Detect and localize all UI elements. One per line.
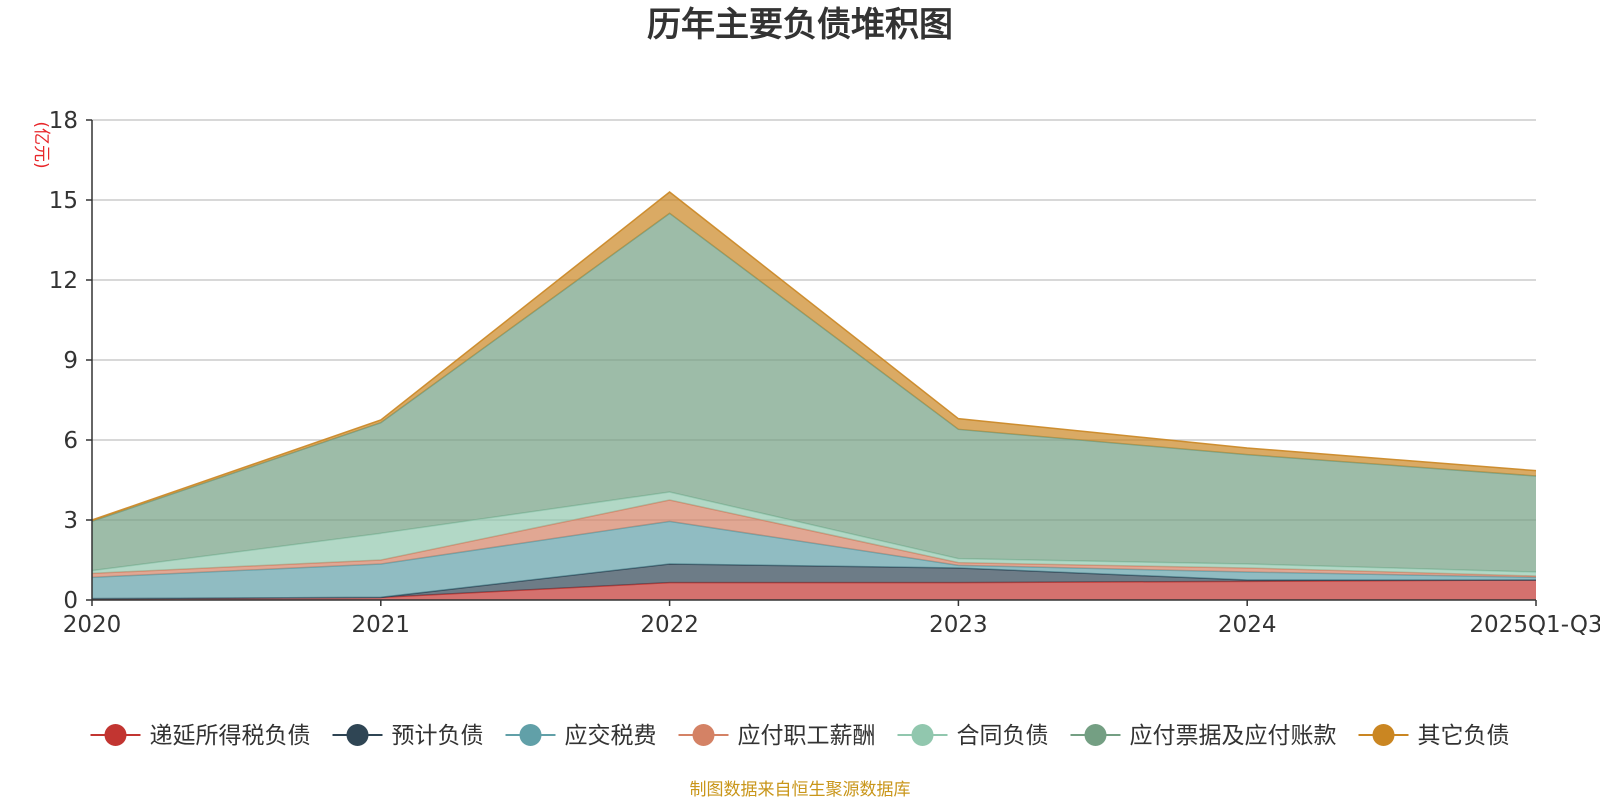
series-line-7 — [91, 191, 1537, 521]
legend-dot-marker — [1372, 724, 1395, 746]
x-tick-label: 2025Q1-Q3 — [1469, 612, 1600, 638]
legend-label: 应付职工薪酬 — [738, 723, 876, 749]
legend: 递延所得税负债 预计负债 应交税费 应付职工薪酬 合同负债 应付票据及应付账款 其它负债 — [90, 723, 1510, 749]
y-tick-label: 18 — [49, 108, 78, 134]
legend-label: 递延所得税负债 — [150, 723, 311, 749]
x-tick-label: 2021 — [352, 612, 411, 638]
legend-item-6[interactable]: 应付票据及应付账款 — [1070, 723, 1337, 749]
y-axis-unit: (亿元) — [31, 121, 51, 168]
legend-dot-marker — [346, 724, 369, 746]
y-tick-label: 15 — [49, 188, 78, 214]
legend-item-7[interactable]: 其它负债 — [1358, 723, 1510, 749]
legend-label: 预计负债 — [392, 723, 484, 749]
data-source-note: 制图数据来自恒生聚源数据库 — [690, 780, 911, 800]
legend-dot-marker — [519, 724, 542, 746]
legend-dot-marker — [104, 724, 127, 746]
x-tick-label: 2024 — [1218, 612, 1277, 638]
legend-dot-marker — [911, 724, 934, 746]
legend-label: 应交税费 — [565, 723, 657, 749]
legend-dot-marker — [1084, 724, 1107, 746]
legend-label: 应付票据及应付账款 — [1130, 723, 1337, 749]
x-tick-label: 2022 — [640, 612, 699, 638]
y-tick-label: 9 — [63, 348, 78, 374]
area-series-6 — [92, 213, 1536, 573]
x-tick-label: 2023 — [929, 612, 988, 638]
legend-item-1[interactable]: 递延所得税负债 — [90, 723, 311, 749]
legend-item-4[interactable]: 应付职工薪酬 — [678, 723, 876, 749]
area-series-4 — [92, 500, 1536, 578]
legend-item-2[interactable]: 预计负债 — [332, 723, 484, 749]
y-tick-label: 12 — [49, 268, 78, 294]
legend-dot-marker — [692, 724, 715, 746]
legend-item-3[interactable]: 应交税费 — [505, 723, 657, 749]
y-tick-label: 6 — [63, 428, 78, 454]
plot-area — [91, 191, 1537, 600]
legend-label: 合同负债 — [957, 723, 1049, 749]
area-series-3 — [92, 521, 1536, 599]
chart-title: 历年主要负债堆积图 — [647, 5, 953, 45]
legend-label: 其它负债 — [1418, 723, 1510, 749]
y-tick-label: 3 — [63, 508, 78, 534]
legend-item-5[interactable]: 合同负债 — [897, 723, 1049, 749]
area-series-2 — [92, 564, 1536, 599]
x-tick-label: 2020 — [63, 612, 122, 638]
area-series-1 — [92, 580, 1536, 600]
y-tick-label: 0 — [63, 588, 78, 614]
axes: 0 3 6 9 12 15 18 2020 2021 2022 2023 2024 2025Q1-Q3 — [49, 108, 1600, 638]
